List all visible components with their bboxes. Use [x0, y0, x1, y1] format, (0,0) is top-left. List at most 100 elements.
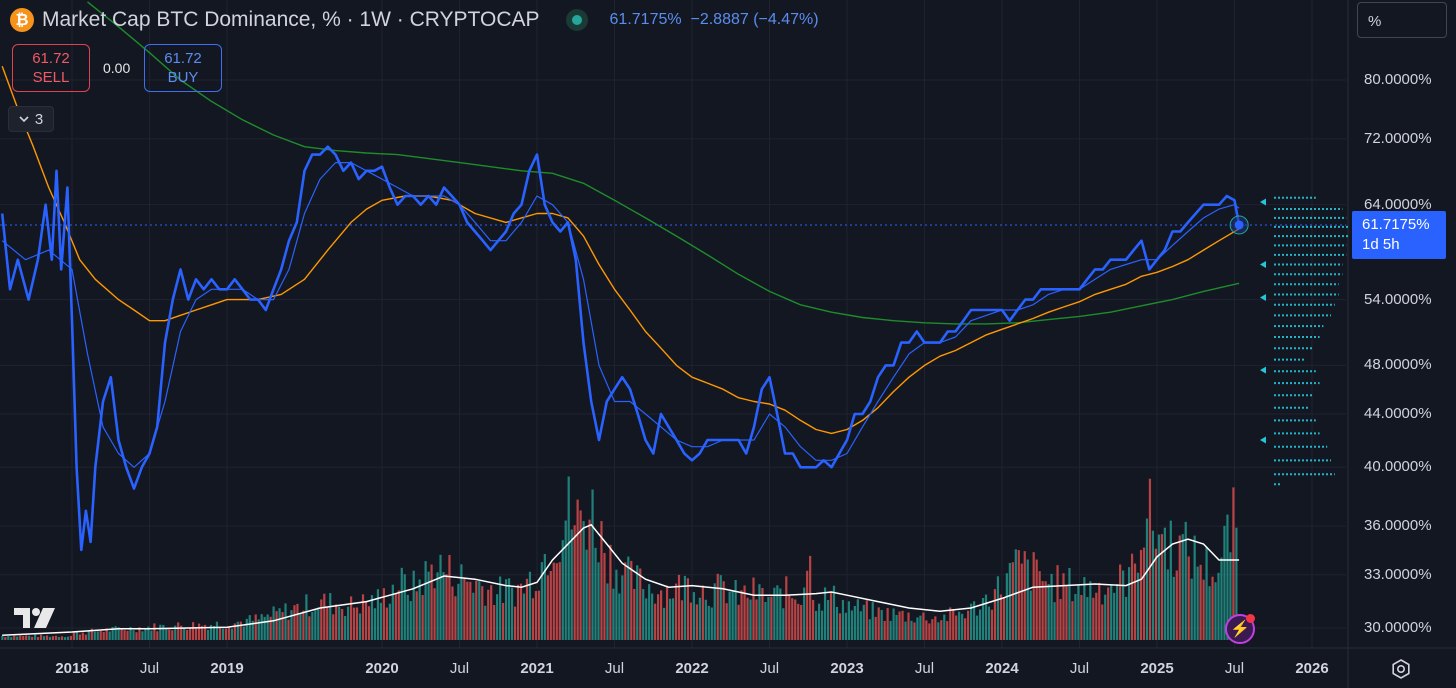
volume-bar [385, 607, 388, 640]
volume-bar [90, 628, 93, 640]
volume-bar [1116, 584, 1119, 640]
volume-bar [376, 589, 380, 640]
volume-bar [224, 628, 228, 640]
x-tick-label: Jul [914, 660, 935, 677]
last-price-dot [1234, 220, 1244, 230]
volume-bar [159, 624, 162, 640]
volume-profile-marker [1260, 294, 1266, 302]
volume-bar [624, 562, 627, 640]
volume-bar [862, 604, 865, 640]
buy-button[interactable]: 61.72 BUY [144, 44, 222, 92]
volume-bar [576, 499, 579, 640]
volume-bar [183, 627, 186, 640]
volume-bar [1029, 590, 1032, 640]
volume-bar [40, 634, 43, 640]
volume-bar [919, 615, 922, 640]
volume-bar [1235, 527, 1238, 640]
y-tick-label: 54.0000% [1364, 290, 1432, 308]
volume-bar [96, 631, 99, 640]
volume-bar [1119, 564, 1122, 640]
volume-bar [102, 632, 105, 640]
volume-bar [84, 634, 87, 640]
volume-bar [490, 585, 493, 640]
volume-bar [1050, 573, 1053, 640]
volume-bar [406, 594, 409, 640]
volume-bar [907, 612, 910, 640]
volume-bar [141, 631, 144, 640]
volume-bar [820, 610, 824, 640]
volume-bar [719, 575, 722, 640]
volume-bar [496, 594, 499, 640]
volume-bar [794, 599, 797, 640]
volume-bar [394, 593, 397, 640]
volume-bar [1151, 530, 1155, 640]
settings-gear-icon[interactable] [1390, 658, 1412, 680]
x-tick-label: 2019 [210, 660, 244, 677]
volume-bar [701, 585, 704, 640]
x-tick-label: Jul [759, 660, 780, 677]
volume-bar [293, 605, 296, 640]
sell-button[interactable]: 61.72 SELL [12, 44, 90, 92]
volume-bar [361, 594, 365, 640]
volume-bar [239, 621, 242, 640]
volume-bar [13, 635, 16, 640]
series-ma-orange [1, 65, 1240, 435]
volume-bar [999, 594, 1003, 640]
volume-bar [370, 595, 374, 640]
volume-bar [200, 625, 204, 640]
volume-bar [1184, 521, 1187, 640]
volume-bar [505, 579, 508, 640]
volume-bar [448, 554, 451, 640]
chevron-down-icon [19, 115, 29, 122]
volume-bar [815, 610, 818, 640]
scale-mode-button[interactable]: % [1357, 2, 1447, 38]
volume-bar [773, 587, 776, 640]
volume-bar [1196, 566, 1199, 640]
volume-bar [978, 609, 982, 640]
volume-bar [1175, 570, 1178, 640]
volume-bar [388, 603, 391, 640]
indicators-toggle-button[interactable]: 3 [8, 106, 54, 132]
volume-bar [975, 615, 979, 640]
volume-bar [797, 603, 800, 640]
volume-bar [743, 585, 746, 640]
volume-bar [519, 583, 523, 640]
y-tick-label: 40.0000% [1364, 458, 1432, 476]
volume-bar [964, 618, 967, 640]
volume-bar [734, 580, 737, 640]
market-status-icon[interactable] [565, 9, 588, 31]
volume-bar [877, 607, 880, 640]
volume-bar [209, 624, 213, 640]
volume-bar [758, 584, 761, 640]
volume-bar [37, 637, 40, 640]
volume-bar [126, 630, 129, 640]
volume-bar [1044, 581, 1047, 640]
tradingview-logo[interactable] [14, 606, 62, 630]
volume-bar [871, 602, 874, 640]
volume-bar [880, 610, 883, 640]
volume-bar [764, 602, 767, 640]
volume-bar [1068, 567, 1071, 640]
volume-bar [117, 627, 120, 640]
volume-bar [373, 608, 377, 640]
volume-bar [540, 562, 543, 640]
volume-bar [412, 570, 415, 640]
volume-bar [1187, 556, 1190, 640]
volume-bar [299, 614, 302, 640]
volume-bar [1005, 573, 1008, 640]
volume-bar [460, 564, 463, 640]
volume-bar [1160, 534, 1163, 640]
series-ma-green [87, 1, 1240, 325]
volume-bar [686, 578, 690, 640]
flash-icon[interactable]: ⚡ [1225, 614, 1255, 644]
header-values: 61.7175% −2.8887 (−4.47%) [610, 11, 819, 29]
y-tick-label: 72.0000% [1364, 129, 1432, 147]
volume-bar [829, 592, 833, 640]
volume-bar [949, 607, 952, 640]
volume-bar [320, 599, 323, 640]
volume-profile-marker [1260, 261, 1266, 269]
volume-bar [597, 562, 600, 640]
volume-bar [1190, 578, 1193, 640]
volume-bar [254, 614, 257, 640]
